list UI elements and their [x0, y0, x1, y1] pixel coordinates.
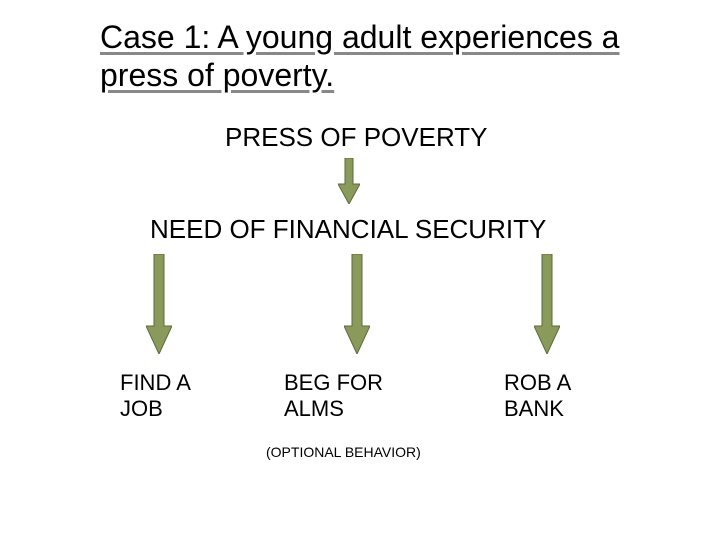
- node-rob-a-bank: ROB A BANK: [504, 370, 614, 423]
- arrow-down-1: [338, 158, 360, 204]
- arrow-down-2b: [344, 254, 370, 354]
- node-find-a-job: FIND A JOB: [120, 370, 230, 423]
- footnote-optional-behavior: (OPTIONAL BEHAVIOR): [266, 444, 421, 460]
- arrow-down-2c: [534, 254, 560, 354]
- node-financial-security: NEED OF FINANCIAL SECURITY: [150, 214, 546, 245]
- node-press-of-poverty: PRESS OF POVERTY: [225, 122, 487, 153]
- arrow-down-2a: [146, 254, 172, 354]
- node-beg-for-alms: BEG FOR ALMS: [284, 370, 424, 423]
- slide-title: Case 1: A young adult experiences a pres…: [100, 18, 620, 95]
